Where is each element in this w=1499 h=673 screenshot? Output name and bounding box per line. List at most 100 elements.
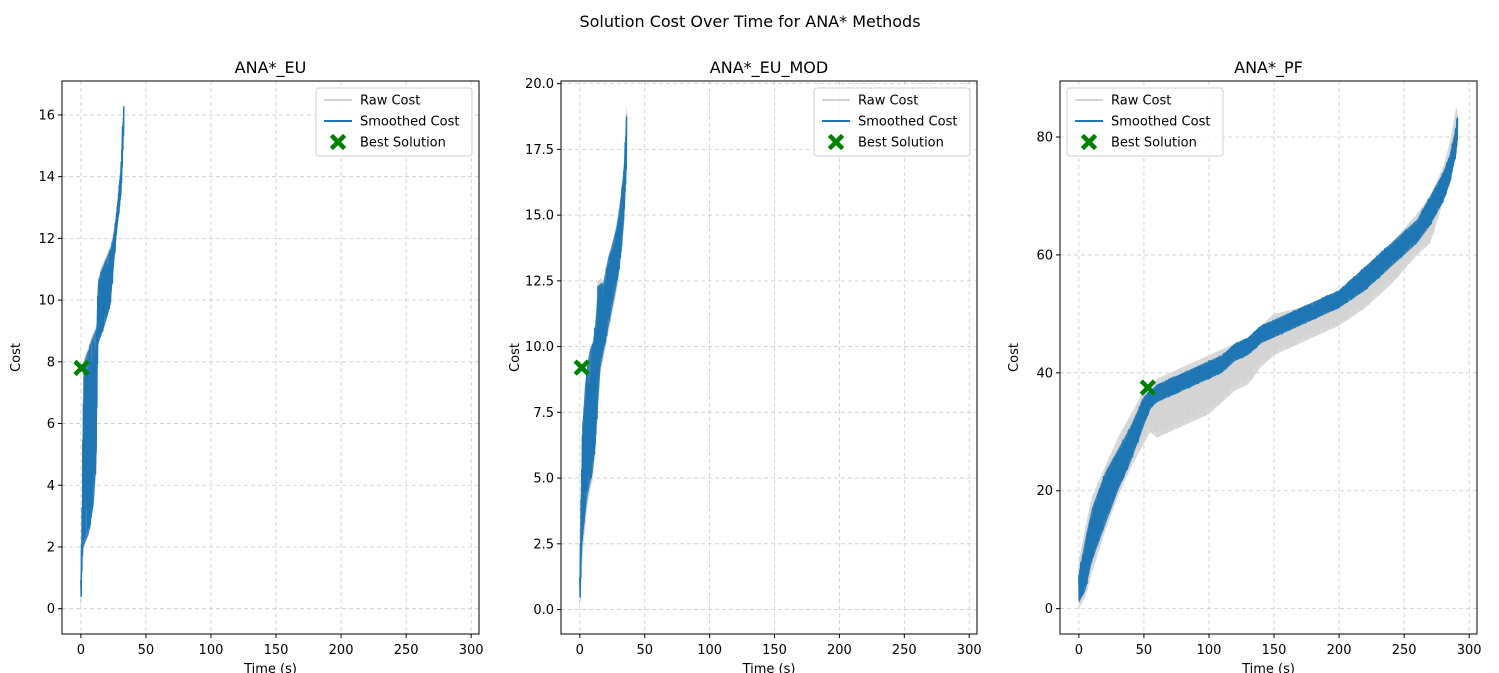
- subplot-2: 0 50 100 150 200 250 300 0.0 2.5 5.0 7.5 10.0 12.5 15…: [508, 58, 982, 673]
- x-tick-label: 250: [394, 643, 419, 658]
- raw-cost-line-area: [1078, 107, 1458, 609]
- y-tick-label: 6: [47, 417, 55, 432]
- y-tick-label: 0.0: [533, 603, 554, 618]
- x-tick-label: 200: [1327, 643, 1352, 658]
- y-axis-label: Cost: [508, 343, 523, 372]
- plot-area: [80, 105, 125, 609]
- legend-smoothed-cost: Smoothed Cost: [324, 115, 459, 130]
- x-tick-label: 150: [762, 643, 787, 658]
- legend-raw-cost: Raw Cost: [324, 94, 420, 109]
- x-tick-label: 200: [329, 643, 354, 658]
- legend: Raw Cost Smoothed Cost Best Solution: [1066, 87, 1224, 157]
- x-tick-label: 50: [1136, 643, 1153, 658]
- legend-smoothed-cost-label: Smoothed Cost: [1111, 115, 1210, 130]
- suptitle: Solution Cost Over Time for ANA* Methods: [579, 12, 920, 31]
- y-tick-label: 4: [47, 479, 55, 494]
- best-solution-x: [1139, 379, 1157, 396]
- x-axis-label: Time (s): [742, 662, 796, 673]
- subplot-title: ANA*_EU_MOD: [710, 58, 828, 78]
- x-icon: [1080, 133, 1098, 151]
- y-tick-label: 2: [47, 540, 55, 555]
- smoothed-cost-line-area: [80, 105, 124, 609]
- x-tick-label: 300: [459, 643, 484, 658]
- legend-box: [315, 87, 473, 157]
- legend-raw-cost-label: Raw Cost: [858, 94, 918, 109]
- x-tick-label: 100: [199, 643, 224, 658]
- x-icon: [827, 133, 845, 151]
- legend-smoothed-cost-label: Smoothed Cost: [858, 115, 957, 130]
- y-tick-label: 7.5: [533, 406, 554, 421]
- x-tick-label: 250: [1392, 643, 1417, 658]
- legend-raw-cost-label: Raw Cost: [360, 94, 420, 109]
- y-tick-label: 20.0: [525, 77, 554, 92]
- y-tick-label: 12.5: [525, 274, 554, 289]
- legend: Raw Cost Smoothed Cost Best Solution: [315, 87, 473, 157]
- legend-best-solution-label: Best Solution: [1111, 136, 1197, 151]
- x-tick-label: 300: [1457, 643, 1482, 658]
- best-solution-marker: [73, 359, 90, 377]
- x-tick-label: 150: [264, 643, 289, 658]
- y-tick-label: 2.5: [533, 537, 554, 552]
- raw-cost-line-area: [579, 104, 627, 607]
- x-icon: [329, 133, 347, 151]
- legend-raw-cost: Raw Cost: [1075, 94, 1171, 109]
- y-tick-label: 12: [38, 232, 55, 247]
- x-tick-label: 50: [138, 643, 155, 658]
- best-solution-marker: [573, 359, 590, 376]
- legend-smoothed-cost: Smoothed Cost: [1075, 115, 1210, 130]
- legend-best-solution-label: Best Solution: [360, 136, 446, 151]
- y-tick-label: 10.0: [525, 340, 554, 355]
- y-tick-label: 17.5: [525, 143, 554, 158]
- y-tick-label: 60: [1036, 248, 1053, 263]
- legend-best-solution: Best Solution: [329, 133, 446, 151]
- legend-box: [1066, 87, 1224, 157]
- y-tick-label: 40: [1036, 366, 1053, 381]
- legend: Raw Cost Smoothed Cost Best Solution: [813, 87, 971, 157]
- y-tick-label: 20: [1036, 484, 1053, 499]
- x-tick-label: 250: [892, 643, 917, 658]
- axes-frame: [61, 80, 480, 635]
- x-tick-label: 0: [77, 643, 85, 658]
- plot-area: [1078, 107, 1459, 609]
- y-tick-label: 14: [38, 170, 55, 185]
- y-axis-label: Cost: [1007, 343, 1022, 372]
- x-axis-label: Time (s): [1241, 662, 1295, 673]
- legend-best-solution: Best Solution: [827, 133, 944, 151]
- subplot-title: ANA*_EU: [235, 58, 307, 78]
- best-solution-x: [573, 359, 590, 376]
- legend-best-solution-label: Best Solution: [858, 136, 944, 151]
- x-tick-label: 100: [697, 643, 722, 658]
- x-axis-label: Time (s): [243, 662, 297, 673]
- axes-frame: [1059, 80, 1478, 635]
- y-tick-label: 16: [38, 108, 55, 123]
- plot-area: [579, 104, 628, 607]
- best-solution-marker: [1139, 379, 1157, 396]
- y-tick-label: 10: [38, 294, 55, 309]
- x-tick-label: 150: [1262, 643, 1287, 658]
- y-tick-label: 0: [1045, 602, 1053, 617]
- subplot-3: 0 50 100 150 200 250 300 0 20 40 60 80 ANA*_PF Time (…: [1007, 58, 1482, 673]
- legend-raw-cost: Raw Cost: [822, 94, 918, 109]
- legend-raw-cost-label: Raw Cost: [1111, 94, 1171, 109]
- legend-smoothed-cost-label: Smoothed Cost: [360, 115, 459, 130]
- x-tick-label: 50: [636, 643, 653, 658]
- smoothed-cost-line-area: [579, 107, 627, 607]
- axes-frame: [560, 80, 978, 635]
- subplot-title: ANA*_PF: [1234, 58, 1303, 78]
- x-tick-label: 200: [827, 643, 852, 658]
- y-axis-label: Cost: [9, 343, 24, 372]
- legend-best-solution: Best Solution: [1080, 133, 1197, 151]
- y-tick-label: 0: [47, 602, 55, 617]
- y-tick-label: 80: [1036, 131, 1053, 146]
- best-solution-x: [73, 359, 90, 377]
- x-tick-label: 0: [576, 643, 584, 658]
- y-tick-label: 15.0: [525, 209, 554, 224]
- x-tick-label: 300: [957, 643, 982, 658]
- legend-smoothed-cost: Smoothed Cost: [822, 115, 957, 130]
- y-tick-label: 8: [47, 355, 55, 370]
- legend-box: [813, 87, 971, 157]
- x-tick-label: 0: [1075, 643, 1083, 658]
- y-tick-label: 5.0: [533, 472, 554, 487]
- x-tick-label: 100: [1197, 643, 1222, 658]
